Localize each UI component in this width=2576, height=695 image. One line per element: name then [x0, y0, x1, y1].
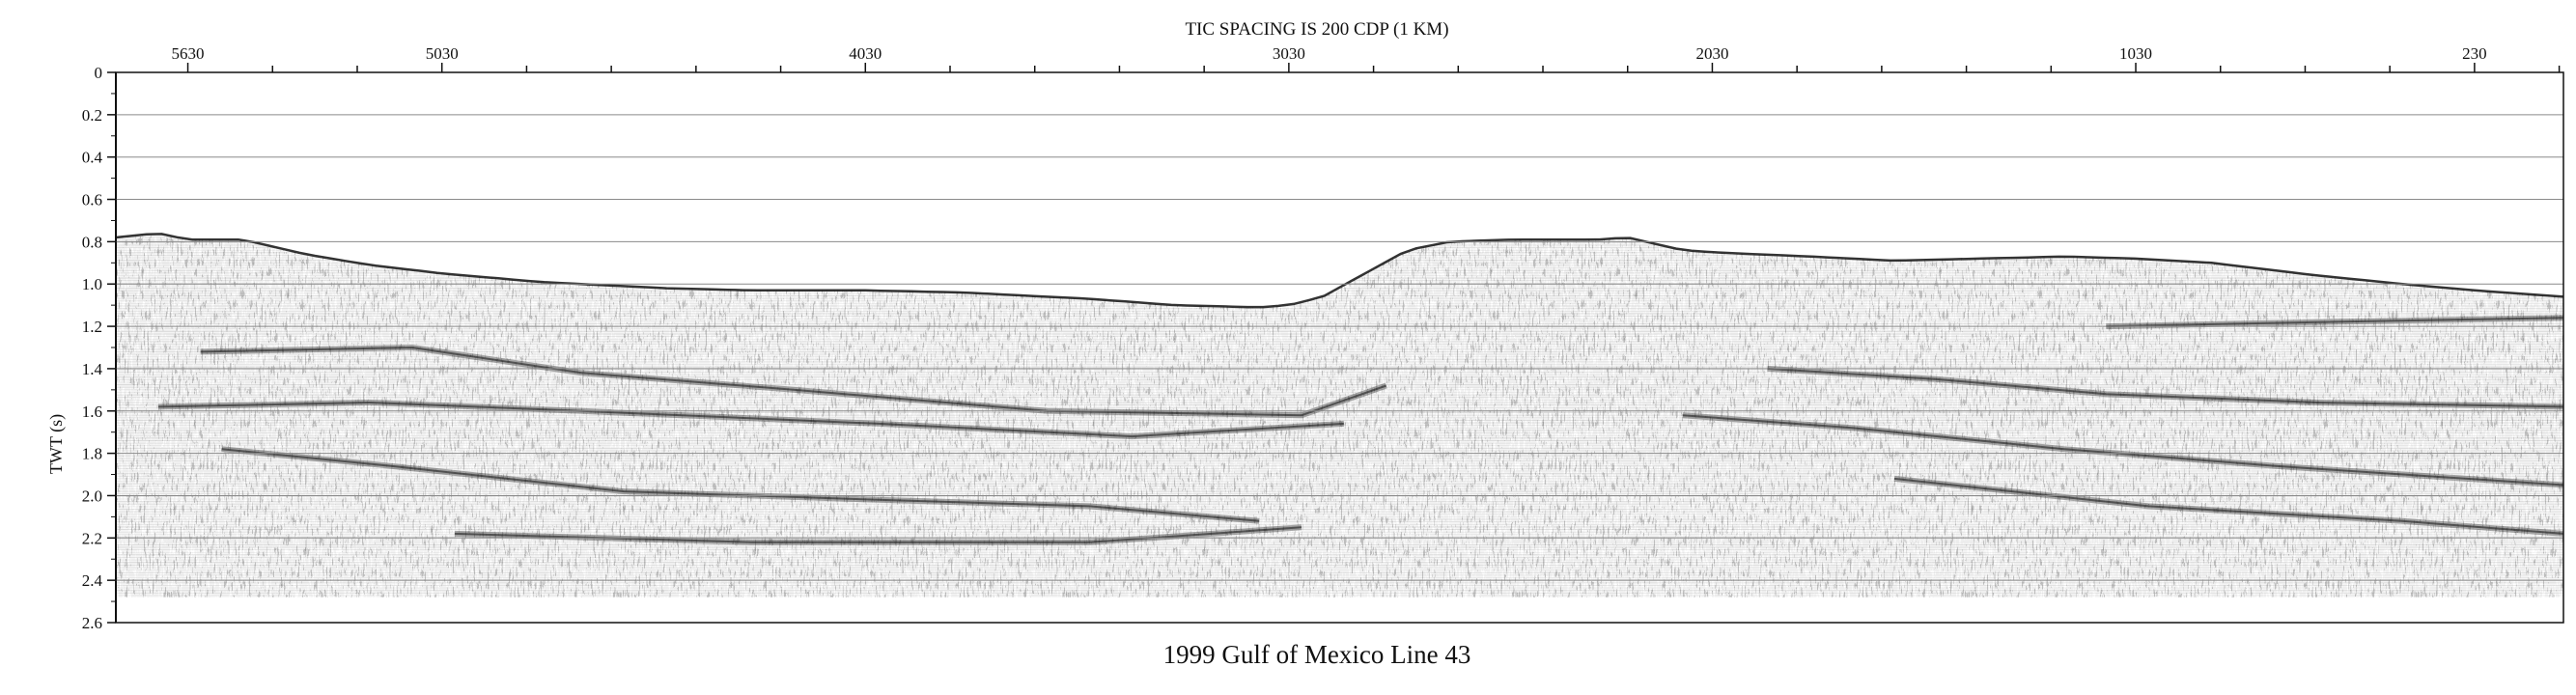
x-tick-label: 2030 — [1695, 44, 1728, 63]
x-tick-label: 5630 — [172, 44, 205, 63]
y-tick-label: 0.8 — [82, 233, 102, 251]
y-tick-label: 1.6 — [82, 403, 102, 421]
seismic-data — [116, 234, 2563, 598]
y-tick-label: 0.4 — [82, 149, 103, 167]
y-tick-label: 1.4 — [82, 360, 103, 378]
y-tick-label: 0.6 — [82, 191, 102, 209]
chart-title: TIC SPACING IS 200 CDP (1 KM) — [1185, 19, 1448, 40]
x-tick-label: 4030 — [849, 44, 882, 63]
x-tick-label: 3030 — [1273, 44, 1305, 63]
y-tick-label: 1.2 — [82, 318, 102, 336]
y-tick-label: 2.0 — [82, 486, 102, 505]
x-tick-label: 5030 — [426, 44, 459, 63]
plot-frame — [115, 71, 2564, 624]
y-tick-label: 2.2 — [82, 529, 102, 547]
x-axis: 5630 5030 4030 3030 2030 1030 230 — [172, 44, 2561, 72]
y-tick-label: 0.2 — [82, 106, 102, 125]
y-tick-label: 1.0 — [82, 275, 102, 293]
x-tick-label: 1030 — [2119, 44, 2152, 63]
y-tick-label: 0 — [95, 64, 103, 82]
y-tick-label: 1.8 — [82, 445, 102, 463]
x-tick-label: 230 — [2462, 44, 2487, 63]
y-tick-label: 2.4 — [82, 571, 103, 590]
y-tick-label: 2.6 — [82, 614, 102, 632]
chart-caption: 1999 Gulf of Mexico Line 43 — [1163, 640, 1471, 669]
y-axis-title: TWT (s) — [46, 414, 67, 474]
seafloor-reflector — [115, 233, 2564, 309]
y-axis: 0 0.2 0.4 0.6 0.8 1.0 1.2 1.4 1.6 1.8 2.0 2.2 2.4 2.6 — [82, 64, 117, 632]
